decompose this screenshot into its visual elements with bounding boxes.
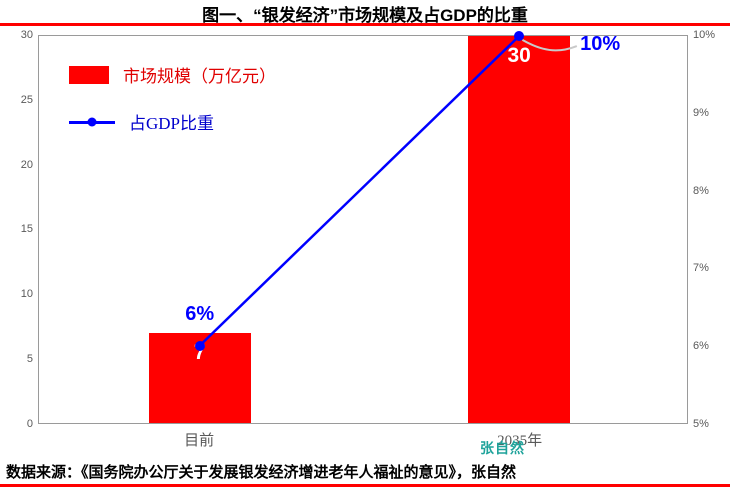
gdp-line bbox=[200, 36, 519, 346]
legend-item-line: 占GDP比重 bbox=[69, 109, 276, 134]
plot-area: 7 30 6% 10% 市场规模（万亿元） 占GDP比重 bbox=[38, 31, 688, 424]
legend-label-line: 占GDP比重 bbox=[129, 114, 215, 133]
y-axis-tick-label: 5% bbox=[693, 417, 709, 430]
legend-line-swatch bbox=[69, 113, 115, 131]
y-axis-tick-label: 25 bbox=[20, 93, 33, 106]
label-leader-line bbox=[522, 40, 576, 50]
legend: 市场规模（万亿元） 占GDP比重 bbox=[69, 62, 276, 156]
y-axis-tick-label: 0 bbox=[26, 417, 33, 430]
y-axis-tick-label: 15 bbox=[20, 223, 33, 236]
bar: 30 bbox=[468, 36, 571, 423]
line-series-svg bbox=[39, 36, 687, 423]
bar-value-label: 30 bbox=[507, 44, 531, 67]
line-point bbox=[514, 31, 525, 41]
x-tick-label: 目前 bbox=[184, 433, 215, 449]
y-axis-tick-label: 30 bbox=[20, 29, 33, 41]
y-axis-tick-label: 8% bbox=[693, 184, 709, 197]
top-divider bbox=[0, 23, 730, 26]
y-axis-tick-label: 10% bbox=[693, 29, 716, 41]
legend-bar-swatch bbox=[69, 65, 109, 84]
chart-title: 图一、“银发经济”市场规模及占GDP的比重 bbox=[202, 6, 528, 25]
x-axis: 目前 2035年 bbox=[38, 429, 688, 449]
line-label-1: 10% bbox=[580, 33, 621, 55]
y-axis-tick-label: 6% bbox=[693, 340, 709, 353]
line-label-0: 6% bbox=[185, 302, 215, 325]
left-y-axis: 30 25 20 15 10 5 0 bbox=[0, 29, 33, 430]
legend-line-dot bbox=[87, 117, 97, 126]
line-point bbox=[194, 340, 205, 351]
y-axis-tick-label: 5 bbox=[26, 353, 33, 366]
y-axis-tick-label: 7% bbox=[693, 262, 709, 275]
source-note: 数据来源：《国务院办公厅关于发展银发经济增进老年人福祉的意见》，张自然 bbox=[6, 465, 517, 481]
legend-label-bar: 市场规模（万亿元） bbox=[123, 67, 276, 86]
legend-item-bar: 市场规模（万亿元） bbox=[69, 62, 276, 87]
right-y-axis: 10% 9% 8% 7% 6% 5% bbox=[693, 29, 727, 430]
bar-value-label: 7 bbox=[193, 340, 206, 364]
bottom-divider bbox=[0, 484, 730, 487]
x-tick-label: 2035年 bbox=[497, 433, 543, 449]
y-axis-tick-label: 10 bbox=[20, 288, 33, 301]
y-axis-tick-label: 20 bbox=[20, 158, 33, 171]
watermark: 张自然 bbox=[480, 442, 525, 457]
y-axis-tick-label: 9% bbox=[693, 106, 709, 119]
